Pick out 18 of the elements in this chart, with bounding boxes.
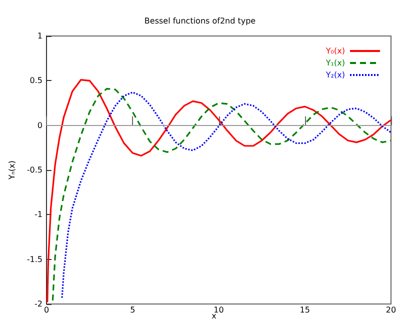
- x-tick-label: 15: [300, 306, 310, 314]
- chart-title: Bessel functions of2nd type: [144, 16, 256, 26]
- x-tick-label: 0: [44, 306, 50, 314]
- y-tick-label: -1: [34, 210, 43, 220]
- x-axis-title: x: [212, 312, 217, 320]
- legend-label: Y₂(x): [324, 70, 345, 80]
- y-tick-label: -2: [34, 300, 43, 308]
- x-tick-label: 10: [214, 306, 224, 314]
- y-axis-title: Yₙ(x): [8, 160, 16, 181]
- y-tick-label: -0.5: [26, 166, 43, 174]
- x-tick-label: 5: [130, 306, 136, 314]
- x-tick-label: 20: [386, 306, 396, 314]
- legend-label: Y₁(x): [324, 58, 345, 68]
- y-tick-label: 0.5: [30, 76, 43, 86]
- legend-label: Y₀(x): [324, 46, 345, 56]
- y-tick-label: 1: [37, 32, 43, 40]
- y-tick-label: 0: [37, 120, 43, 130]
- y-tick-label: -1.5: [26, 254, 43, 264]
